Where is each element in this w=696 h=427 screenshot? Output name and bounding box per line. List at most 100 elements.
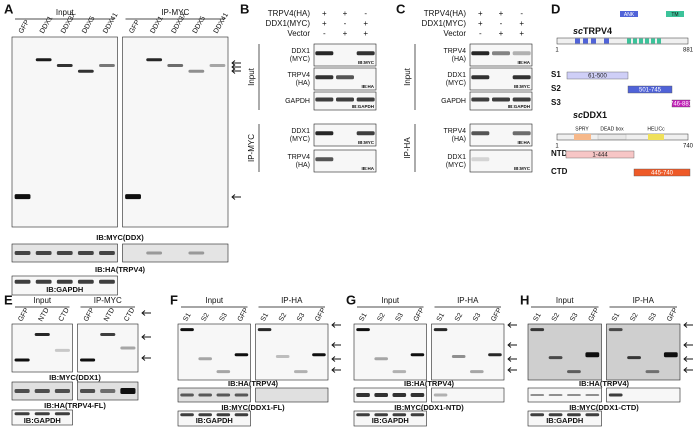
blot-ib: IB:MYC [358,60,375,65]
arrow [683,342,693,348]
band [492,97,510,102]
band [77,279,94,284]
tm-segment [639,38,643,44]
band [99,64,115,67]
domain-label: HELICc [647,126,665,132]
blot-target: (HA) [452,56,466,63]
band [167,64,184,67]
lane-label: DDX5 [192,15,207,35]
panel-label: C [396,1,406,16]
band [180,328,194,332]
band [530,394,545,396]
condition-sign: + [343,9,348,18]
lane-label: S3 [569,312,579,323]
band [216,370,231,374]
fragment-range: 501-745 [639,87,662,93]
blot-ib: IB:HA [518,60,531,65]
domain-dead [597,134,627,140]
panel-label: E [4,292,13,307]
lane-label: S2 [454,312,464,323]
fragment-bar [633,168,691,177]
fragment-name: NTD [551,149,568,158]
blot [313,149,377,173]
blot-ib: IB:GAPDH [508,104,530,109]
arrow [331,322,341,328]
lane-label: S1 [532,312,542,323]
lane-label: DDX41 [213,12,230,35]
tm-segment [651,38,655,44]
group-label: Input [381,296,400,305]
band [492,51,510,56]
band [198,357,212,361]
band [374,357,388,361]
blot-target: TRPV4 [287,154,310,161]
band [56,251,73,255]
lane-label: GFP [666,307,679,323]
fragment-bar [671,99,691,108]
band [530,413,545,417]
blot-target: GAPDH [285,98,310,105]
band [567,370,581,374]
residue-end: 740 [683,144,694,150]
blot [469,123,533,147]
band [54,412,70,416]
blot-label: IB:MYC(DDX1) [49,373,101,382]
band [471,51,490,56]
band [35,279,52,284]
lane-label: CTD [123,307,136,323]
lane-label: GFP [17,307,30,323]
band [530,328,545,332]
band [180,393,194,397]
blot-label: IB:MYC(DDX) [96,233,144,242]
band [80,358,96,362]
band [336,97,354,102]
domain-spry [574,134,591,140]
group-label: IP-MYC [94,296,122,305]
protein-name-part: DDX1 [583,110,607,120]
band [548,356,563,360]
condition-sign: + [322,9,327,18]
band [356,51,375,56]
condition-name: Vector [287,29,310,38]
band [512,51,531,56]
lane-label: GFP [237,307,250,323]
band [14,251,31,255]
band [234,353,249,357]
band [488,353,502,357]
band [627,356,641,360]
blot [77,323,139,373]
band [234,413,249,417]
condition-name: TRPV4(HA) [268,9,311,18]
fragment-name: S2 [551,84,561,93]
blot-label: IB:HA(TRPV4) [404,379,455,388]
band [548,413,563,417]
fragment-range: 1-444 [592,152,608,158]
residue-end: 881 [683,48,694,54]
band [356,393,370,397]
arrow [683,367,693,373]
blot-label: IB:HA(TRPV4) [579,379,630,388]
band [216,393,231,397]
band [392,413,407,417]
blot [255,387,329,403]
blot [177,410,251,427]
tm-segment [633,38,637,44]
band [567,413,581,417]
arrow [507,342,517,348]
band [374,393,388,397]
arrow [507,356,517,362]
blot-label: IB:GAPDH [372,416,409,425]
blot [177,387,251,403]
band [336,75,354,80]
group-label: IP-HA [457,296,479,305]
band [410,353,425,357]
band [663,352,678,358]
lane-label: DDX41 [102,12,119,35]
fragment-name: S1 [551,70,561,79]
protein-bar [556,37,689,45]
band [54,389,70,393]
blot-ib: IB:MYC [514,84,531,89]
condition-sign: - [364,9,367,18]
band [180,413,194,417]
blot-label: IB:MYC(DDX1-NTD) [394,403,464,412]
